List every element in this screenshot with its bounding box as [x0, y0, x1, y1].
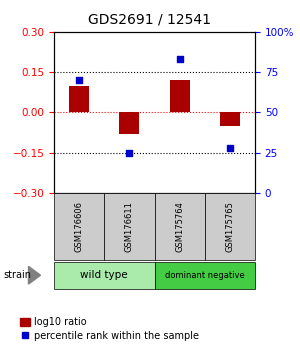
Point — [77, 78, 82, 83]
Text: GDS2691 / 12541: GDS2691 / 12541 — [88, 12, 212, 27]
Bar — [54, 262, 154, 289]
Text: GSM175765: GSM175765 — [225, 201, 234, 252]
Bar — [169, 80, 190, 113]
Bar — [54, 193, 104, 260]
Text: GSM175764: GSM175764 — [175, 201, 184, 252]
Bar — [119, 113, 140, 134]
Bar — [220, 113, 240, 126]
Polygon shape — [28, 266, 40, 284]
Bar — [69, 86, 89, 113]
Text: wild type: wild type — [80, 270, 128, 280]
Bar — [154, 193, 205, 260]
Point — [127, 150, 132, 155]
Bar — [205, 193, 255, 260]
Text: GSM176611: GSM176611 — [125, 201, 134, 252]
Bar — [104, 193, 154, 260]
Text: GSM176606: GSM176606 — [75, 201, 84, 252]
Text: dominant negative: dominant negative — [165, 271, 244, 280]
Text: strain: strain — [3, 270, 31, 280]
Point — [227, 145, 232, 151]
Legend: log10 ratio, percentile rank within the sample: log10 ratio, percentile rank within the … — [20, 317, 200, 341]
Point — [177, 56, 182, 62]
Bar — [154, 262, 255, 289]
